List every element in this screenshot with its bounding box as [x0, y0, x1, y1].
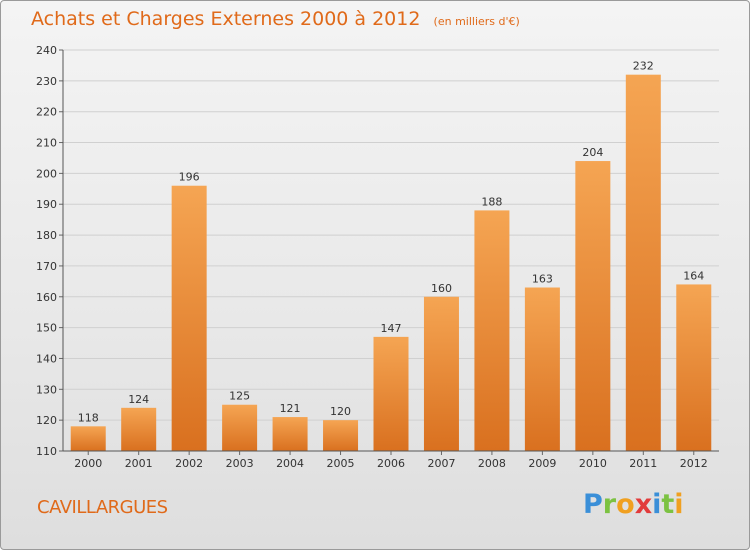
data-label: 147 — [381, 322, 402, 335]
data-label: 232 — [633, 60, 654, 73]
bar-2005[interactable] — [323, 420, 359, 451]
y-tick-label: 180 — [36, 229, 57, 242]
data-label: 125 — [229, 390, 250, 403]
y-tick-label: 160 — [36, 291, 57, 304]
y-tick-label: 220 — [36, 106, 57, 119]
data-label: 120 — [330, 405, 351, 418]
x-tick-label: 2003 — [226, 457, 254, 470]
y-tick-label: 240 — [36, 44, 57, 57]
bar-2006[interactable] — [373, 336, 409, 451]
data-label: 164 — [683, 269, 704, 282]
bar-2010[interactable] — [575, 161, 611, 452]
bar-2003[interactable] — [222, 404, 258, 451]
y-tick-label: 120 — [36, 414, 57, 427]
town-name: CAVILLARGUES — [37, 497, 168, 518]
y-tick-label: 140 — [36, 352, 57, 365]
data-label: 196 — [179, 171, 200, 184]
bar-2007[interactable] — [423, 296, 459, 451]
y-tick-label: 170 — [36, 260, 57, 273]
bar-2008[interactable] — [474, 210, 510, 451]
data-label: 160 — [431, 282, 452, 295]
chart-title: Achats et Charges Externes 2000 à 2012 — [31, 8, 421, 30]
x-tick-label: 2005 — [327, 457, 355, 470]
data-label: 204 — [582, 146, 603, 159]
bar-2000[interactable] — [70, 426, 106, 451]
data-label: 124 — [128, 393, 149, 406]
x-tick-label: 2009 — [528, 457, 556, 470]
bar-2012[interactable] — [676, 284, 712, 451]
y-tick-label: 150 — [36, 322, 57, 335]
x-tick-label: 2007 — [427, 457, 455, 470]
y-tick-label: 190 — [36, 198, 57, 211]
x-tick-label: 2004 — [276, 457, 304, 470]
y-tick-label: 210 — [36, 137, 57, 150]
x-tick-label: 2011 — [629, 457, 657, 470]
bar-2011[interactable] — [625, 74, 661, 451]
x-tick-label: 2001 — [125, 457, 153, 470]
x-tick-label: 2002 — [175, 457, 203, 470]
y-tick-label: 230 — [36, 75, 57, 88]
y-tick-label: 130 — [36, 383, 57, 396]
bar-2001[interactable] — [121, 407, 157, 451]
data-label: 163 — [532, 273, 553, 286]
y-tick-label: 110 — [36, 445, 57, 458]
bar-2009[interactable] — [524, 287, 560, 451]
data-label: 118 — [78, 411, 99, 424]
data-label: 188 — [481, 195, 502, 208]
chart-unit: (en milliers d'€) — [433, 15, 520, 28]
x-tick-label: 2010 — [579, 457, 607, 470]
chart-title-block: Achats et Charges Externes 2000 à 2012 (… — [31, 8, 520, 30]
data-label: 121 — [280, 402, 301, 415]
bar-2004[interactable] — [272, 417, 308, 451]
x-tick-label: 2012 — [680, 457, 708, 470]
proxiti-logo[interactable]: Proxiti — [583, 489, 684, 520]
y-tick-label: 200 — [36, 167, 57, 180]
x-tick-label: 2006 — [377, 457, 405, 470]
bar-2002[interactable] — [171, 185, 207, 451]
x-tick-label: 2008 — [478, 457, 506, 470]
x-tick-label: 2000 — [74, 457, 102, 470]
